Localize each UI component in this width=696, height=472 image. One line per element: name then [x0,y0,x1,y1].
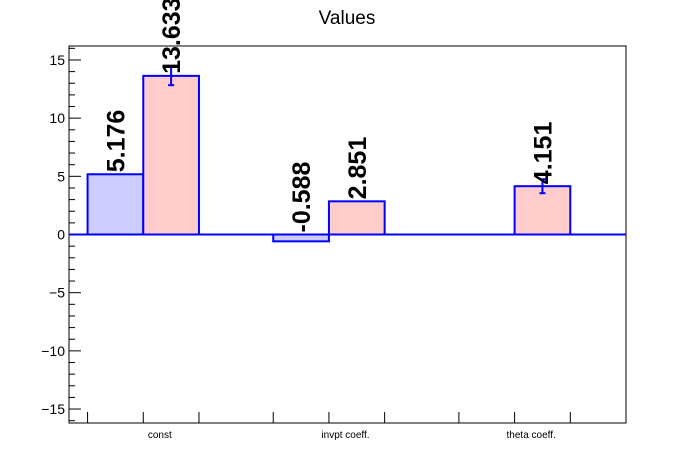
x-category-label: theta coeff. [507,430,556,441]
x-category-label: invpt coeff. [321,430,369,441]
y-tick-label: −5 [49,285,65,301]
value-label: 2.851 [344,137,372,200]
value-labels: 5.176 -0.588 13.633 2.851 4.151 [102,0,557,233]
y-tick-label: 5 [57,168,65,184]
value-label: 4.151 [529,122,557,185]
y-tick-label: 0 [57,227,65,243]
bar [142,74,200,236]
bar [272,233,330,243]
bar [327,200,386,236]
y-tick-label: 15 [49,52,65,68]
x-axis: const invpt coeff. theta coeff. [87,412,571,441]
y-tick-label: −10 [41,343,65,359]
bars-layer [86,65,572,243]
bar [86,173,145,236]
y-tick-label: 10 [49,110,65,126]
value-label: -0.588 [288,162,316,233]
value-label: 5.176 [102,110,130,173]
chart-title: Values [319,8,376,29]
y-axis: −15 −10 −5 0 5 10 15 [41,47,81,422]
value-label: 13.633 [158,0,186,74]
y-tick-label: −15 [41,401,65,417]
x-category-label: const [148,430,172,441]
